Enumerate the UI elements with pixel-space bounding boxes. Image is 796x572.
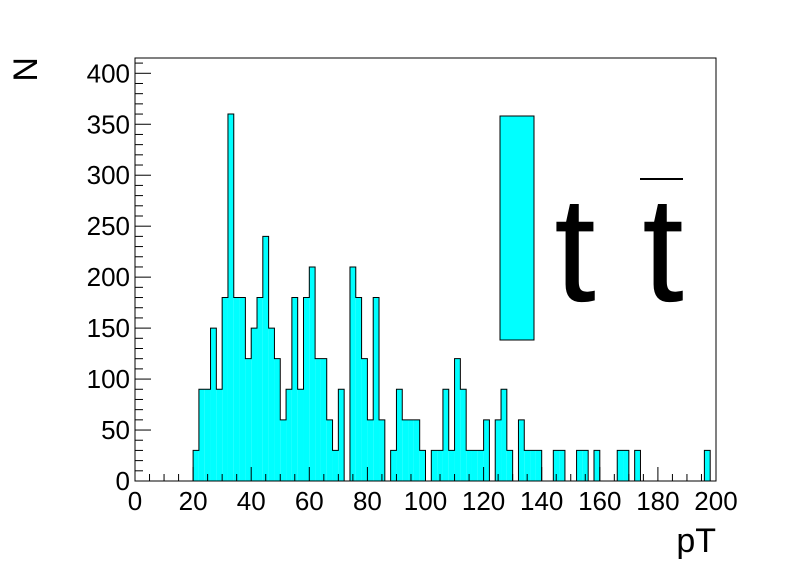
histogram-bar [309,266,316,481]
histogram-bar [437,450,443,481]
histogram-bar [274,358,281,481]
histogram-bar [442,389,449,481]
histogram-bar [204,389,211,481]
histogram-bar [361,358,368,481]
y-axis-title: N [7,57,45,82]
histogram-bar [582,450,589,481]
plot-frame [134,57,717,482]
histogram-bar [291,297,298,481]
histogram-bar [495,419,502,481]
legend-swatch [499,115,535,341]
y-tick-label: 100 [87,364,130,394]
histogram-bar [193,450,199,481]
histogram-bar [338,389,345,481]
x-tick-label: 80 [353,486,382,516]
histogram-bar [623,450,629,481]
histogram-bar [593,450,600,481]
y-axis-ticks: 0 50 100 150 200 250 300 350 400 [87,58,151,496]
histogram-bar [268,328,275,481]
histogram-bar [315,358,321,481]
histogram-bar [390,450,397,481]
legend-label-tbar: t [642,165,684,333]
legend-label-t: t [554,165,596,333]
histogram-bar [332,450,339,481]
histogram-bar [349,266,356,481]
x-tick-label: 120 [462,486,505,516]
x-tick-label: 180 [636,486,679,516]
y-tick-label: 0 [116,466,130,496]
histogram-bar [198,389,205,481]
histogram-bar [419,450,426,481]
y-tick-label: 250 [87,211,130,241]
y-tick-label: 350 [87,109,130,139]
histogram-bar [222,297,228,481]
y-tick-label: 200 [87,262,130,292]
histogram-bar [210,328,217,481]
histogram-bar [634,450,641,481]
histogram-bar [251,328,258,481]
histogram-bar [506,450,513,481]
histogram-bar [239,297,246,481]
legend: t t [499,115,684,341]
histogram-bar [216,389,223,481]
histogram-bar [576,450,583,481]
histogram-bar [448,450,455,481]
histogram-bar [233,297,240,481]
histogram-bar [367,419,374,481]
x-axis-ticks: 0 20 40 60 80 100 120 140 160 180 200 [128,467,738,516]
histogram-bar [303,297,310,481]
x-tick-label: 60 [295,486,324,516]
histogram-bar [704,450,711,481]
histogram-bars [192,113,716,482]
histogram-bar [297,389,304,481]
x-tick-label: 160 [578,486,621,516]
histogram-bar [535,450,542,481]
histogram-bar [477,450,484,481]
histogram-bar [262,236,269,481]
histogram-bar [518,419,525,481]
histogram-bar [320,358,327,481]
histogram-bar [396,389,403,481]
y-tick-label: 50 [101,415,130,445]
histogram-bar [257,297,263,481]
x-tick-label: 0 [128,486,142,516]
histogram-bar [466,450,472,481]
histogram-bar [280,419,287,481]
histogram-bar [454,358,461,481]
histogram-bar [408,419,414,481]
histogram-bar [460,389,467,481]
histogram-bar [559,450,565,481]
histogram-bar [245,358,252,481]
histogram-bar [617,450,624,481]
histogram-bar [413,419,420,481]
histogram-bar [373,297,380,481]
y-tick-label: 150 [87,313,130,343]
histogram-bar [355,297,362,481]
histogram-bar [553,450,560,481]
histogram-bar [530,450,536,481]
histogram-bar [431,450,438,481]
histogram-bar [501,389,507,481]
histogram-bar [286,389,292,481]
x-tick-label: 40 [237,486,266,516]
x-tick-label: 200 [694,486,737,516]
histogram-bar [471,450,478,481]
x-tick-label: 100 [404,486,447,516]
histogram-bar [524,450,531,481]
y-tick-label: 400 [87,58,130,88]
x-tick-label: 140 [520,486,563,516]
histogram-bar [402,419,409,481]
histogram-bar [227,114,234,481]
histogram-bar [483,419,490,481]
y-tick-label: 300 [87,160,130,190]
x-tick-label: 20 [179,486,208,516]
histogram-bar [326,419,333,481]
histogram-bar [379,419,385,481]
x-axis-title: pT [676,522,716,560]
